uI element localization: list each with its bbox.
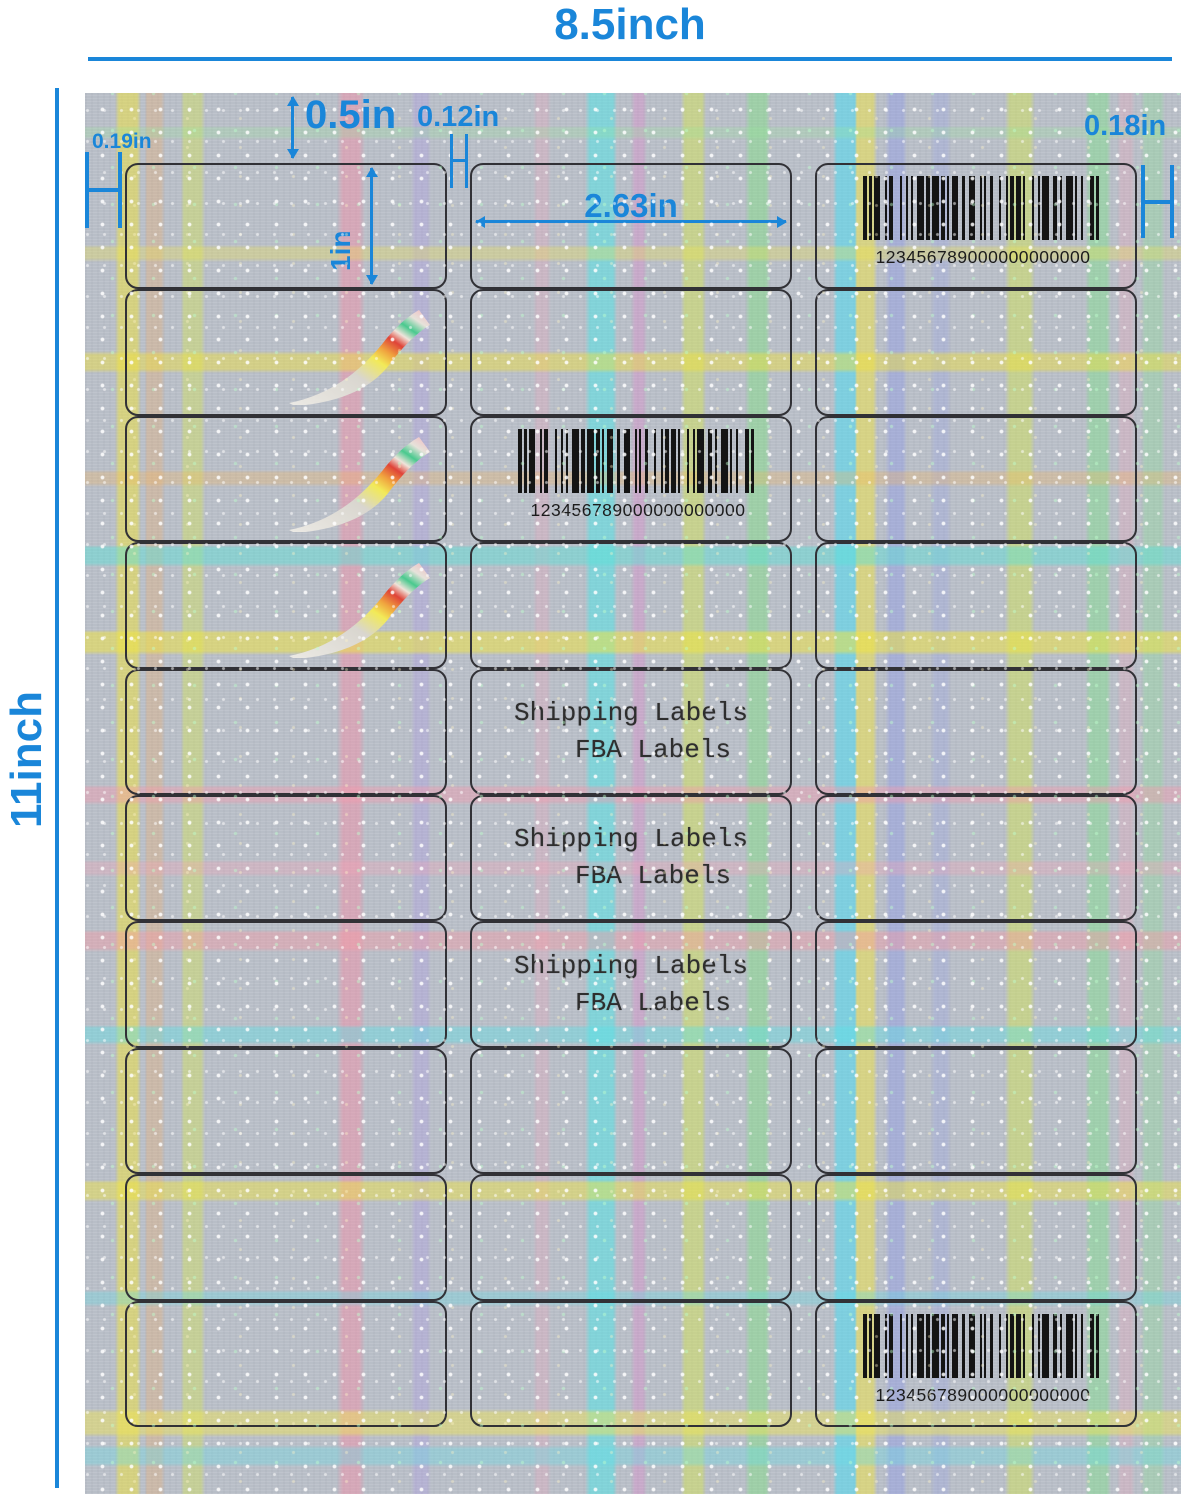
label-cell bbox=[125, 542, 447, 669]
sheet-height-dimension-line bbox=[55, 88, 59, 1488]
column-gap-bracket bbox=[450, 134, 468, 188]
peeling-label-curl-icon bbox=[289, 436, 430, 532]
barcode-bars-icon bbox=[863, 1313, 1103, 1378]
barcode-sample: 123456789000000000000 bbox=[817, 165, 1135, 287]
peeling-label-curl-icon bbox=[289, 310, 430, 406]
label-cell bbox=[470, 1047, 792, 1175]
label-cell bbox=[125, 1300, 447, 1427]
right-margin-bracket bbox=[1141, 165, 1174, 238]
label-cell bbox=[470, 1300, 792, 1427]
barcode-number: 123456789000000000000 bbox=[875, 1384, 1091, 1405]
top-margin-arrow bbox=[291, 97, 294, 158]
label-print-sample: Shipping Labels FBA Labels bbox=[472, 923, 790, 1045]
label-cell bbox=[815, 289, 1137, 416]
label-cell bbox=[470, 1174, 792, 1301]
label-print-sample: Shipping Labels FBA Labels bbox=[472, 797, 790, 919]
label-cell: 123456789000000000000 bbox=[470, 415, 792, 543]
holographic-label-sheet: 1in 2.63in 123456789000000000000 bbox=[85, 93, 1181, 1494]
left-margin-bracket bbox=[85, 152, 122, 228]
sheet-width-dimension-line bbox=[88, 57, 1172, 61]
label-cell: Shipping Labels FBA Labels bbox=[470, 794, 792, 922]
labels-grid: 1in 2.63in 123456789000000000000 bbox=[125, 163, 1137, 1427]
print-text-line2: FBA Labels bbox=[574, 987, 732, 1018]
barcode-sample: 123456789000000000000 bbox=[817, 1303, 1135, 1425]
left-margin-label: 0.19in bbox=[92, 130, 152, 153]
barcode-bars-icon bbox=[518, 428, 758, 493]
label-cell: 2.63in bbox=[470, 163, 792, 290]
label-cell bbox=[815, 1174, 1137, 1301]
label-height-label: 1in bbox=[325, 230, 356, 271]
print-text-line1: Shipping Labels bbox=[513, 950, 749, 981]
label-width-arrow bbox=[476, 220, 786, 223]
label-cell bbox=[470, 542, 792, 669]
label-cell bbox=[815, 668, 1137, 795]
sheet-width-label: 8.5inch bbox=[554, 0, 706, 49]
top-margin-label: 0.5in bbox=[305, 93, 397, 137]
print-text-line1: Shipping Labels bbox=[513, 697, 749, 728]
peeling-label-curl-icon bbox=[289, 563, 430, 659]
print-text-line2: FBA Labels bbox=[574, 861, 732, 892]
label-cell bbox=[125, 668, 447, 795]
barcode-number: 123456789000000000000 bbox=[530, 499, 746, 520]
column-gap-label: 0.12in bbox=[417, 101, 500, 133]
label-cell bbox=[125, 1047, 447, 1175]
label-height-arrow bbox=[370, 168, 373, 285]
label-cell bbox=[125, 921, 447, 1048]
label-cell bbox=[125, 794, 447, 922]
label-cell bbox=[815, 921, 1137, 1048]
label-cell: 1in bbox=[125, 163, 447, 290]
print-text-line2: FBA Labels bbox=[574, 734, 732, 765]
label-cell bbox=[125, 289, 447, 416]
label-cell: 123456789000000000000 bbox=[815, 1300, 1137, 1427]
label-cell bbox=[470, 289, 792, 416]
right-margin-label: 0.18in bbox=[1084, 110, 1167, 142]
barcode-bars-icon bbox=[863, 176, 1103, 240]
label-cell bbox=[815, 415, 1137, 543]
label-cell bbox=[125, 1174, 447, 1301]
label-cell: Shipping Labels FBA Labels bbox=[470, 921, 792, 1048]
label-cell: 123456789000000000000 bbox=[815, 163, 1137, 290]
label-width-label: 2.63in bbox=[584, 187, 678, 224]
label-cell: Shipping Labels FBA Labels bbox=[470, 668, 792, 795]
sheet-height-label: 11inch bbox=[2, 691, 51, 829]
barcode-number: 123456789000000000000 bbox=[875, 247, 1091, 267]
barcode-sample: 123456789000000000000 bbox=[472, 418, 790, 540]
label-cell bbox=[815, 794, 1137, 922]
print-text-line1: Shipping Labels bbox=[513, 824, 749, 855]
label-print-sample: Shipping Labels FBA Labels bbox=[472, 671, 790, 793]
label-cell bbox=[815, 542, 1137, 669]
label-cell bbox=[125, 415, 447, 543]
label-cell bbox=[815, 1047, 1137, 1175]
